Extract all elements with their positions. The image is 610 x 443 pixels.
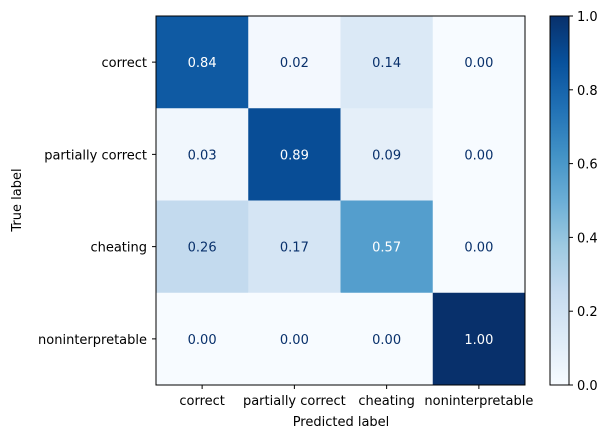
heatmap-cell (340, 16, 434, 109)
colorbar-gradient (549, 15, 570, 386)
y-tick-label: cheating (90, 241, 147, 256)
heatmap-cell (156, 200, 249, 294)
x-tick-label: correct (179, 394, 225, 409)
cell-value-label: 0.00 (464, 56, 493, 71)
cell-value-label: 1.00 (464, 333, 493, 348)
cell-value-label: 0.26 (188, 241, 217, 256)
heatmap-cell (248, 200, 341, 294)
cell-value-label: 0.00 (464, 148, 493, 163)
cell-value-label: 0.00 (372, 333, 401, 348)
cell-value-label: 0.09 (372, 148, 401, 163)
heatmap-cell (432, 200, 526, 294)
heatmap-cell (340, 108, 434, 201)
cell-value-label: 0.02 (280, 56, 309, 71)
heatmap-cell (248, 16, 341, 109)
heatmap-cell (432, 16, 526, 109)
cell-value-label: 0.03 (188, 148, 217, 163)
colorbar-tick-label: 0.0 (577, 379, 598, 394)
heatmap-cell (156, 292, 249, 386)
heatmap-cell (248, 108, 341, 201)
colorbar-tick-label: 0.2 (577, 305, 598, 320)
x-tick-label: cheating (358, 394, 415, 409)
heatmap-cell (156, 16, 249, 109)
heatmap-cell (248, 292, 341, 386)
x-axis-label: Predicted label (293, 415, 390, 430)
heatmap-cell (432, 292, 526, 386)
y-tick-label: noninterpretable (38, 333, 147, 348)
colorbar-tick-label: 0.4 (577, 231, 598, 246)
cell-value-label: 0.89 (280, 148, 309, 163)
y-tick-label: correct (101, 56, 147, 71)
x-tick-label: partially correct (243, 394, 346, 409)
x-tick-label: noninterpretable (424, 394, 533, 409)
colorbar-tick-label: 0.6 (577, 158, 598, 173)
colorbar-tick-label: 1.0 (577, 10, 598, 25)
heatmap-cell (340, 200, 434, 294)
cell-value-label: 0.14 (372, 56, 401, 71)
y-tick-label: partially correct (44, 148, 147, 163)
cell-value-label: 0.00 (188, 333, 217, 348)
cell-value-label: 0.00 (464, 241, 493, 256)
cell-value-label: 0.84 (188, 56, 217, 71)
cell-value-label: 0.00 (280, 333, 309, 348)
heatmap-cell (432, 108, 526, 201)
cell-value-label: 0.17 (280, 241, 309, 256)
heatmap-cells: 0.84 0.02 0.14 0.00 0.03 0.89 0.09 0.00 0.26 0.17… (156, 16, 526, 386)
plot-frame (155, 15, 526, 386)
colorbar: 0.0 0.2 0.4 0.6 0.8 1.0 (549, 10, 598, 394)
axes: correct partially correct cheating noninter… (38, 15, 533, 409)
colorbar-tick-label: 0.8 (577, 84, 598, 99)
heatmap-cell (340, 292, 434, 386)
cell-value-label: 0.57 (372, 241, 401, 256)
y-axis-label: True label (10, 168, 25, 232)
heatmap-cell (156, 108, 249, 201)
